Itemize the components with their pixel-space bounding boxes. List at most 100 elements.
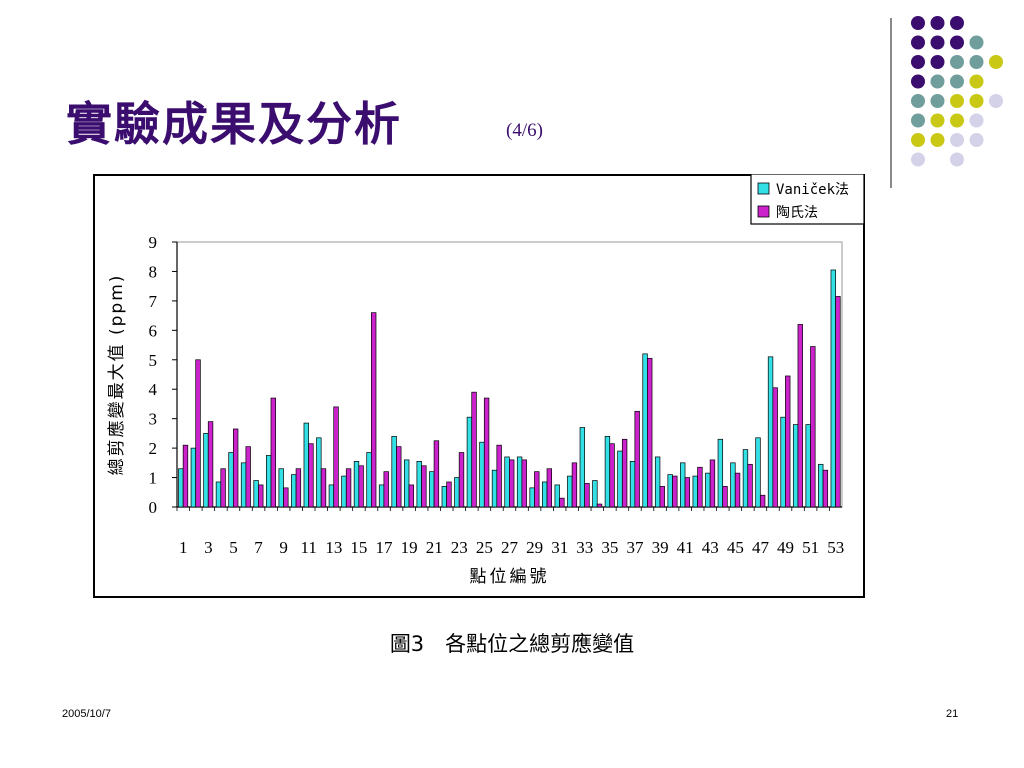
slide-page-indicator: (4/6) (506, 120, 543, 141)
bar-tao (521, 459, 527, 508)
bar-tao (509, 459, 515, 508)
decorative-dot (911, 16, 925, 30)
bar-tao (546, 468, 553, 508)
bar-tao (458, 452, 465, 508)
x-tick-label: 9 (279, 538, 288, 557)
bar-vanicek (190, 447, 197, 508)
bar-tao (396, 446, 402, 508)
decorative-dot (969, 94, 984, 108)
bar-tao (634, 410, 640, 508)
decorative-dot (930, 94, 945, 108)
y-axis-label: 總剪應變最大值 (ppm) (106, 274, 127, 476)
bar-tao (584, 483, 590, 508)
bar-tao (672, 475, 678, 508)
bar-vanicek (291, 474, 297, 508)
y-tick-label: 4 (149, 380, 158, 399)
bar-vanicek (567, 475, 573, 508)
bar-vanicek (341, 475, 347, 508)
bar-vanicek (178, 468, 184, 508)
bar-tao (433, 440, 440, 508)
decorative-dot (950, 94, 964, 108)
chart-frame (93, 174, 865, 598)
bar-vanicek (755, 437, 761, 508)
bar-vanicek (554, 484, 560, 508)
bar-tao (559, 497, 565, 508)
x-tick-label: 23 (451, 538, 468, 557)
bar-tao (421, 465, 427, 508)
decorative-dot (969, 55, 984, 69)
y-tick-label: 9 (149, 233, 158, 252)
bar-tao (471, 391, 477, 508)
bar-tao (810, 346, 816, 508)
x-tick-label: 17 (376, 538, 394, 557)
x-tick-label: 25 (476, 538, 493, 557)
bar-vanicek (429, 471, 435, 508)
bar-vanicek (391, 435, 397, 508)
bar-tao (697, 466, 703, 508)
bar-vanicek (592, 480, 598, 508)
bar-tao (283, 487, 289, 508)
x-tick-label: 51 (802, 538, 819, 557)
x-tick-label: 31 (551, 538, 568, 557)
bar-vanicek (316, 437, 322, 508)
x-tick-label: 15 (350, 538, 367, 557)
y-tick-label: 5 (149, 351, 158, 370)
bar-vanicek (742, 449, 749, 508)
x-tick-label: 33 (576, 538, 593, 557)
bar-tao (358, 465, 364, 508)
bar-tao (734, 472, 741, 508)
decorative-divider-line (890, 18, 892, 188)
decorative-dot (911, 55, 925, 69)
bar-tao (446, 481, 452, 508)
bar-tao (797, 324, 803, 508)
bar-vanicek (441, 486, 447, 508)
bar-vanicek (629, 461, 636, 508)
bar-tao (258, 484, 264, 508)
decorative-dot (969, 35, 984, 50)
bar-tao (345, 468, 352, 508)
bar-vanicek (705, 472, 711, 508)
bar-tao (232, 428, 239, 508)
bar-vanicek (491, 469, 498, 508)
x-tick-label: 47 (752, 538, 770, 557)
x-tick-label: 29 (526, 538, 543, 557)
legend-label-tao: 陶氏法 (776, 205, 818, 221)
bar-tao (245, 446, 251, 508)
y-tick-label: 0 (149, 498, 158, 517)
bar-tao (320, 468, 327, 508)
bar-tao (835, 296, 841, 508)
decorative-dot (911, 94, 925, 108)
x-tick-label: 11 (301, 538, 317, 557)
x-tick-label: 5 (229, 538, 238, 557)
bar-tao (408, 484, 414, 508)
bar-tao (270, 397, 276, 508)
decorative-dot (950, 152, 964, 167)
bar-vanicek (416, 461, 422, 508)
bar-vanicek (466, 416, 473, 508)
decorative-dot (950, 113, 964, 128)
y-tick-label: 1 (149, 469, 158, 488)
bar-tao (383, 471, 389, 508)
legend-label-vanicek: Vaniček法 (776, 182, 849, 198)
bar-vanicek (516, 456, 523, 508)
bar-tao (709, 459, 716, 508)
bar-vanicek (328, 484, 335, 508)
bar-vanicek (579, 427, 586, 508)
y-tick-label: 7 (149, 292, 158, 311)
slide-title: 實驗成果及分析 (66, 97, 402, 151)
bar-tao (785, 375, 791, 508)
bar-vanicek (353, 461, 360, 508)
decorative-dot (911, 74, 925, 89)
decorative-dot (969, 133, 984, 147)
legend-swatch-tao (757, 205, 770, 218)
x-tick-label: 43 (702, 538, 719, 557)
decorative-dot (969, 113, 984, 128)
bar-tao (483, 397, 490, 508)
footer-date: 2005/10/7 (62, 708, 111, 720)
x-tick-label: 37 (626, 538, 644, 557)
bar-vanicek (542, 481, 548, 508)
bar-vanicek (792, 424, 799, 508)
bar-tao (722, 486, 728, 508)
decorative-dot (989, 94, 1003, 108)
